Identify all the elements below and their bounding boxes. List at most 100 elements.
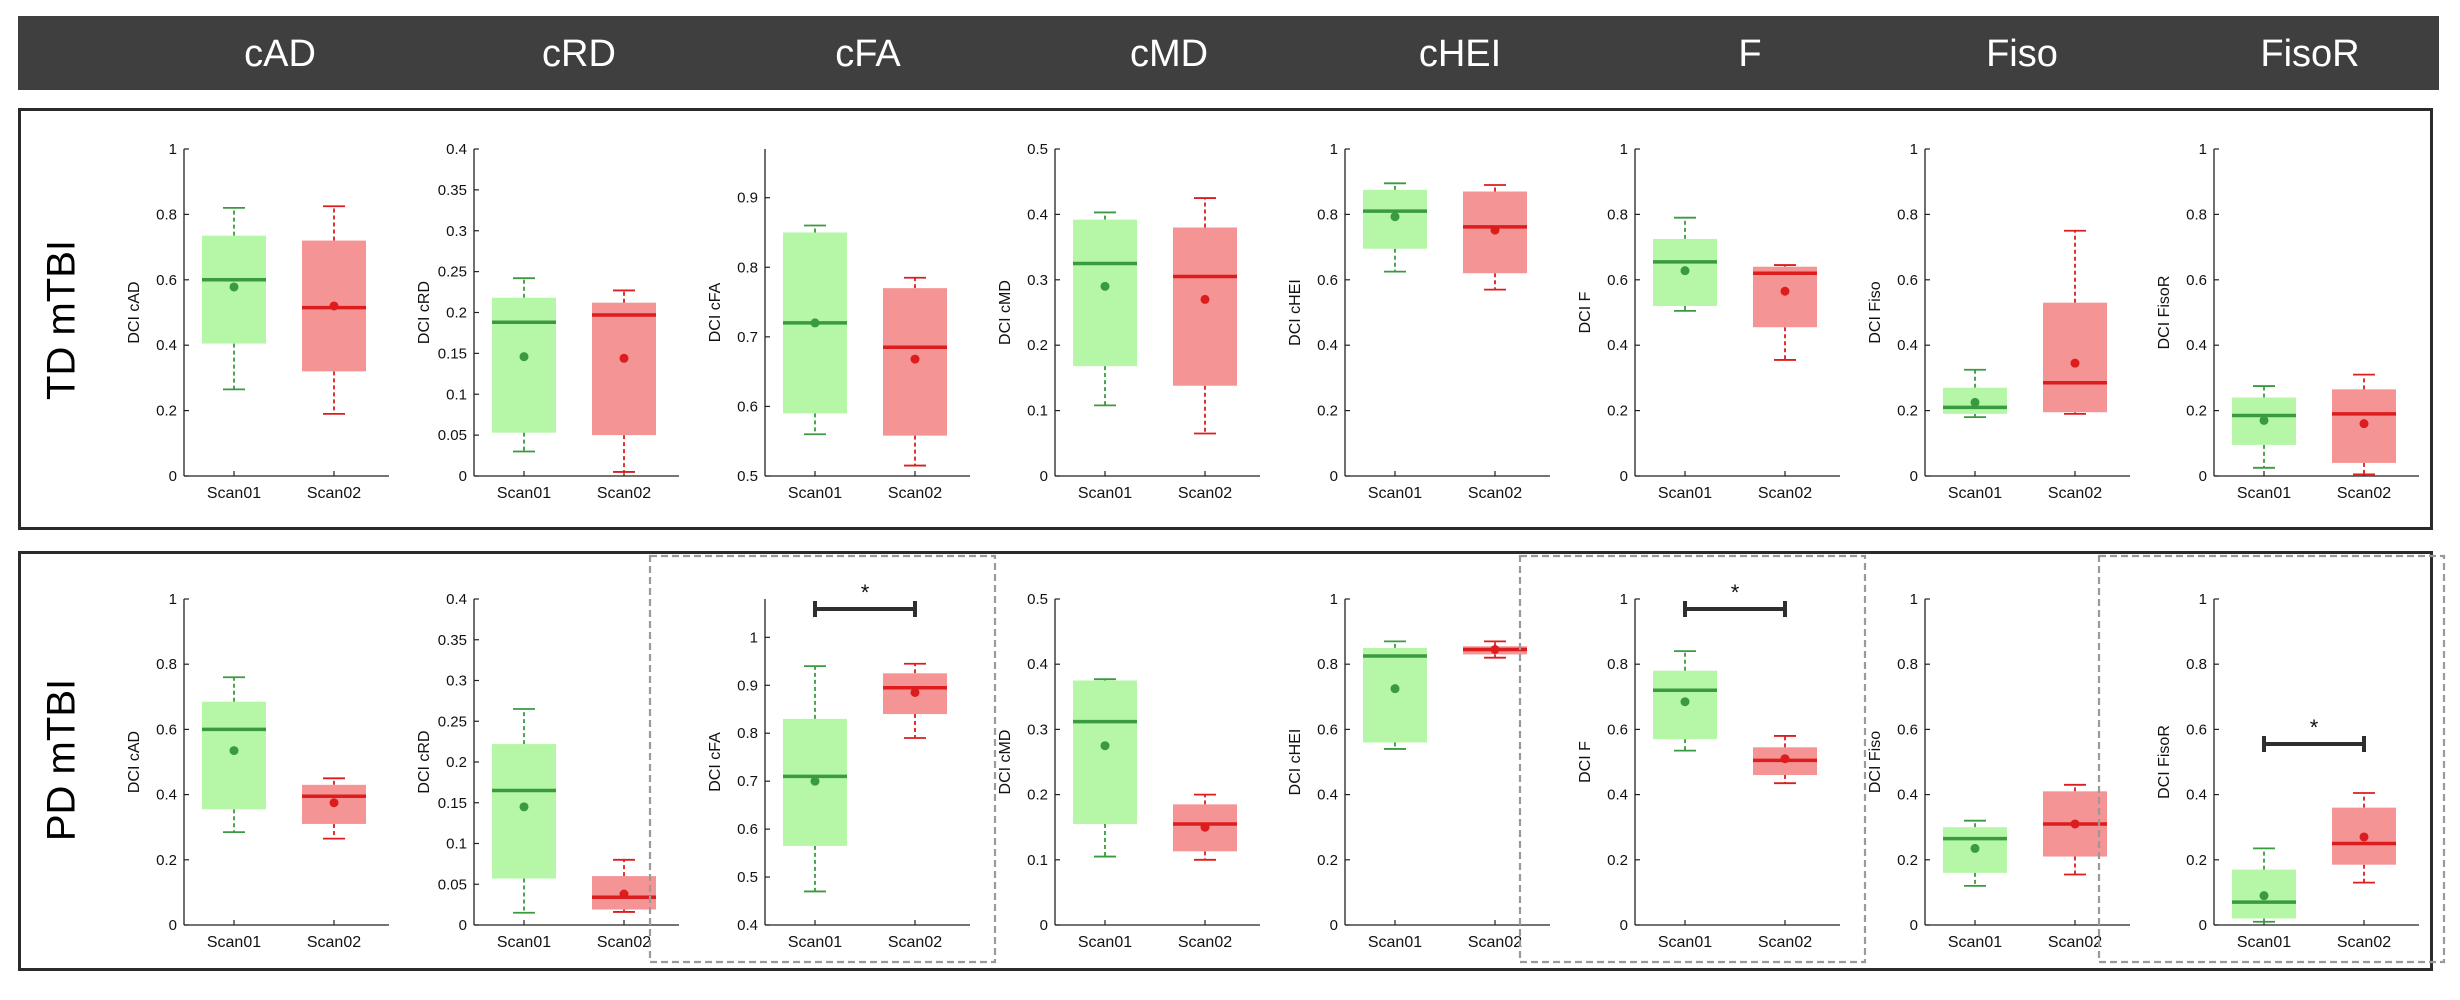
y-tick-label: 0.6 <box>2186 721 2207 738</box>
y-tick-label: 0.2 <box>1897 852 1918 869</box>
mean-marker <box>1680 266 1690 276</box>
box-scan01 <box>1073 678 1137 858</box>
y-tick-label: 0.6 <box>156 272 177 289</box>
y-tick-label: 0.2 <box>156 852 177 869</box>
y-tick-label: 0.2 <box>1027 787 1048 804</box>
y-axis-label: DCI cRD <box>416 281 433 344</box>
iqr-box <box>202 701 266 810</box>
x-tick-label: Scan01 <box>2237 485 2291 502</box>
y-tick-label: 0 <box>1040 468 1048 485</box>
chart-td-mtbi-cfa: 0.5 0.6 0.7 0.8 0.9 DCI cFA Scan01 Scan02 <box>707 149 970 502</box>
chart-pd-mtbi-crd: 0 0.05 0.1 0.15 0.2 0.25 0.3 0.35 0.4 DCI cRD Scan… <box>416 591 679 951</box>
y-tick-label: 0 <box>1040 917 1048 934</box>
mean-marker <box>2070 358 2080 368</box>
y-tick-label: 0 <box>2199 468 2207 485</box>
box-scan01 <box>1943 819 2007 887</box>
y-tick-label: 0 <box>169 917 177 934</box>
y-axis-label: DCI cMD <box>997 730 1014 795</box>
box-scan01 <box>1363 640 1427 750</box>
box-scan02 <box>2043 783 2107 876</box>
y-tick-label: 1 <box>1620 141 1628 158</box>
box-scan01 <box>202 206 266 391</box>
column-label-cad: cAD <box>244 33 316 75</box>
box-scan02 <box>2043 229 2107 415</box>
x-tick-label: Scan01 <box>1368 934 1422 951</box>
y-tick-label: 0.6 <box>1317 272 1338 289</box>
box-scan02 <box>2332 373 2396 476</box>
y-tick-label: 0.15 <box>438 345 467 362</box>
mean-marker <box>2259 415 2269 425</box>
y-tick-label: 0.9 <box>737 677 758 694</box>
x-tick-label: Scan02 <box>307 934 361 951</box>
y-tick-label: 0.2 <box>1897 403 1918 420</box>
x-tick-label: Scan01 <box>1948 485 2002 502</box>
y-axis-label: DCI cMD <box>997 280 1014 345</box>
column-label-crd: cRD <box>542 33 616 75</box>
y-tick-label: 0.4 <box>1027 206 1048 223</box>
y-axis-label: DCI cHEI <box>1287 279 1304 346</box>
mean-marker <box>910 354 920 364</box>
box-scan02 <box>1173 197 1237 435</box>
y-tick-label: 1 <box>169 591 177 608</box>
x-tick-label: Scan02 <box>2048 934 2102 951</box>
chart-td-mtbi-crd: 0 0.05 0.1 0.15 0.2 0.25 0.3 0.35 0.4 DCI cRD Scan… <box>416 141 679 502</box>
box-scan02 <box>302 777 366 840</box>
mean-marker <box>229 746 239 756</box>
y-tick-label: 0.4 <box>1607 337 1628 354</box>
y-tick-label: 0.35 <box>438 182 467 199</box>
pd-mtbi-panel <box>18 551 2433 971</box>
iqr-box <box>492 297 556 433</box>
y-tick-label: 0.25 <box>438 713 467 730</box>
chart-td-mtbi-cad: 0 0.2 0.4 0.6 0.8 1 DCI cAD Scan01 Scan02 <box>126 141 389 502</box>
y-tick-label: 0.8 <box>737 259 758 276</box>
x-tick-label: Scan02 <box>307 485 361 502</box>
chart-pd-mtbi-f: 0 0.2 0.4 0.6 0.8 1 DCI F Scan01 Scan02 * <box>1518 554 1867 964</box>
iqr-box <box>1073 219 1137 367</box>
y-tick-label: 0.2 <box>1317 403 1338 420</box>
x-tick-label: Scan01 <box>788 934 842 951</box>
mean-marker <box>619 353 629 363</box>
y-tick-label: 0.1 <box>446 836 467 853</box>
y-tick-label: 0.4 <box>2186 787 2207 804</box>
chart-td-mtbi-f: 0 0.2 0.4 0.6 0.8 1 DCI F Scan01 Scan02 <box>1577 141 1840 502</box>
y-tick-label: 0.8 <box>1607 656 1628 673</box>
mean-marker <box>1490 645 1500 655</box>
y-tick-label: 1 <box>1910 141 1918 158</box>
y-tick-label: 0.6 <box>1897 272 1918 289</box>
box-scan01 <box>1943 368 2007 419</box>
y-tick-label: 0.8 <box>1317 656 1338 673</box>
y-axis-label: DCI Fiso <box>1867 731 1884 793</box>
y-tick-label: 0.8 <box>737 725 758 742</box>
significance-asterisk: * <box>2310 715 2319 740</box>
y-tick-label: 0.5 <box>737 468 758 485</box>
y-tick-label: 0.1 <box>1027 852 1048 869</box>
x-tick-label: Scan01 <box>1368 485 1422 502</box>
y-tick-label: 0.6 <box>737 398 758 415</box>
mean-marker <box>1780 754 1790 764</box>
box-scan01 <box>492 708 556 914</box>
mean-marker <box>1970 843 1980 853</box>
iqr-box <box>1753 266 1817 328</box>
mean-marker <box>519 802 529 812</box>
y-tick-label: 0.6 <box>1897 721 1918 738</box>
box-scan02 <box>883 276 947 467</box>
column-label-cfa: cFA <box>835 33 901 75</box>
y-axis-label: DCI cRD <box>416 730 433 793</box>
x-tick-label: Scan01 <box>1078 934 1132 951</box>
y-tick-label: 0.25 <box>438 264 467 281</box>
box-scan02 <box>592 858 656 913</box>
y-tick-label: 0 <box>459 468 467 485</box>
y-tick-label: 1 <box>169 141 177 158</box>
y-tick-label: 0.2 <box>446 754 467 771</box>
chart-td-mtbi-cmd: 0 0.1 0.2 0.3 0.4 0.5 DCI cMD Scan01 Scan02 <box>997 141 1260 502</box>
y-tick-label: 0.4 <box>1027 656 1048 673</box>
box-scan02 <box>592 289 656 473</box>
y-tick-label: 0.05 <box>438 876 467 893</box>
y-tick-label: 0.2 <box>1317 852 1338 869</box>
y-tick-label: 0 <box>2199 917 2207 934</box>
box-scan02 <box>2332 792 2396 884</box>
y-axis-label: DCI FisoR <box>2156 276 2173 350</box>
y-tick-label: 1 <box>750 629 758 646</box>
significance-highlight-box <box>1518 554 1867 964</box>
